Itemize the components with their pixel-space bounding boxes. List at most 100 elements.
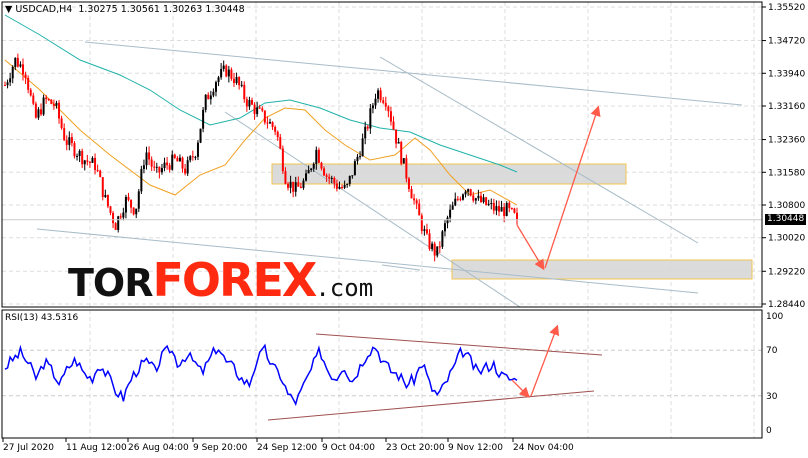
candle-body <box>225 65 228 77</box>
candle-body <box>29 89 32 96</box>
candle-body <box>202 109 205 129</box>
candle-body <box>27 78 30 90</box>
candle-body <box>467 189 470 192</box>
candle-body <box>323 168 326 176</box>
candle-body <box>402 158 405 164</box>
candle-body <box>22 64 25 75</box>
candle-body <box>238 77 241 86</box>
candle-body <box>52 103 55 106</box>
candle-body <box>122 212 125 218</box>
time-tick-label: 9 Sep 20:00 <box>193 443 248 453</box>
rsi-trend-line-lower <box>267 390 595 421</box>
candle-body <box>356 156 359 162</box>
candle-body <box>220 68 223 78</box>
candle-body <box>485 197 488 205</box>
candle-body <box>194 156 197 158</box>
candle-body <box>91 157 94 163</box>
candle-body <box>137 191 140 209</box>
candle-body <box>271 122 274 127</box>
candle-body <box>148 152 151 160</box>
rsi-tick-label: 30 <box>766 392 778 402</box>
candle-body <box>178 157 181 162</box>
candle-body <box>361 138 364 157</box>
candle-body <box>384 102 387 107</box>
candle-body <box>449 209 452 218</box>
price-tick-label: 1.29220 <box>768 267 805 277</box>
candle-body <box>425 229 428 234</box>
candle-body <box>112 212 115 224</box>
close-value: 1.30448 <box>205 4 245 15</box>
candle-body <box>274 126 277 132</box>
candle-body <box>330 177 333 179</box>
candle-body <box>256 107 259 115</box>
candle-body <box>142 165 145 170</box>
candle-body <box>320 162 323 169</box>
candle-body <box>328 176 331 179</box>
candle-body <box>482 197 485 203</box>
candle-body <box>4 85 6 87</box>
candle-body <box>6 82 9 86</box>
candle-body <box>479 195 482 203</box>
rsi-tick-label: 70 <box>766 346 778 356</box>
candle-body <box>302 180 305 188</box>
candle-body <box>353 161 356 176</box>
price-tick-label: 1.33160 <box>768 102 805 112</box>
candle-body <box>369 108 372 129</box>
candle-body <box>140 169 143 192</box>
trend-line <box>379 56 699 244</box>
candle-body <box>145 152 148 166</box>
logo-tor: TOR <box>68 261 153 305</box>
time-tick-label: 23 Oct 20:00 <box>386 443 445 453</box>
candle-body <box>60 118 63 129</box>
candle-body <box>189 156 192 161</box>
candle-body <box>42 97 45 115</box>
candle-body <box>299 186 302 188</box>
time-tick-label: 24 Nov 04:00 <box>513 443 574 453</box>
candle-body <box>40 109 43 115</box>
candle-body <box>109 206 112 213</box>
candle-body <box>209 95 212 100</box>
candle-body <box>510 208 513 210</box>
rsi-arrow-down <box>511 379 530 398</box>
candle-body <box>407 178 410 190</box>
price-tick-label: 1.32360 <box>768 136 805 146</box>
candle-body <box>451 205 454 210</box>
candle-body <box>351 175 354 177</box>
candle-body <box>513 208 516 213</box>
candle-body <box>379 90 382 101</box>
candle-body <box>490 202 493 204</box>
rsi-trend-line-upper <box>315 333 603 356</box>
candle-body <box>292 181 295 192</box>
time-tick-label: 9 Nov 12:00 <box>448 443 503 453</box>
candle-body <box>166 162 169 166</box>
candle-body <box>217 77 220 83</box>
price-tick-label: 1.35520 <box>768 3 805 13</box>
candle-body <box>371 105 374 109</box>
trend-line <box>84 41 743 106</box>
candle-body <box>454 198 457 206</box>
collapse-triangle-icon[interactable]: ▼ <box>5 4 13 15</box>
candle-body <box>279 137 282 149</box>
candle-body <box>387 106 390 112</box>
high-value: 1.30561 <box>120 4 160 15</box>
candle-body <box>500 207 503 212</box>
candle-body <box>168 165 171 170</box>
candle-body <box>99 170 102 178</box>
candle-body <box>297 182 300 187</box>
candle-body <box>469 189 472 196</box>
candle-body <box>214 82 217 92</box>
candle-body <box>114 223 117 230</box>
candle-body <box>505 202 508 216</box>
trend-line <box>381 264 421 271</box>
symbol-header: ▼ USDCAD,H4 1.30275 1.30561 1.30263 1.30… <box>5 4 245 15</box>
candle-body <box>68 137 71 145</box>
candle-body <box>276 131 279 138</box>
price-tick-label: 1.30020 <box>768 234 805 244</box>
candle-body <box>81 150 84 165</box>
candle-body <box>96 170 99 172</box>
rsi-tick-label: 100 <box>766 312 783 322</box>
forecast-arrow-down <box>516 224 545 271</box>
candle-body <box>70 137 73 144</box>
candle-body <box>431 243 434 249</box>
candle-body <box>287 183 290 188</box>
